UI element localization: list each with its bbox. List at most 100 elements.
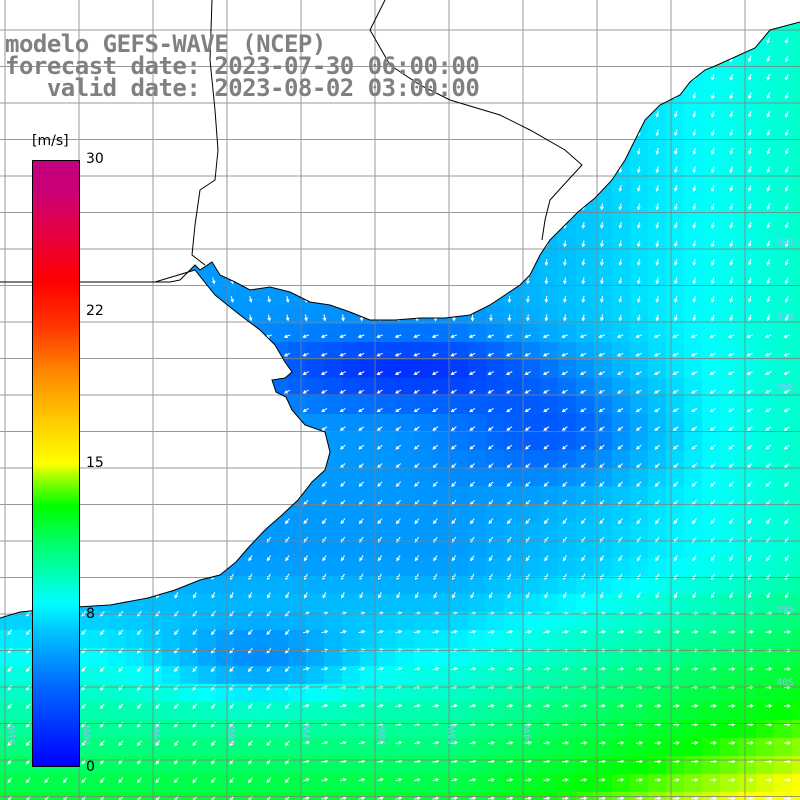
wave-cell [360,774,379,793]
wave-cell [720,216,739,235]
wave-cell [396,324,415,343]
wave-arrow [136,629,142,636]
wave-arrow [618,166,623,174]
wave-arrow [673,481,679,487]
wave-arrow [748,148,752,155]
wave-arrow [598,667,607,671]
wave-cell [720,450,739,469]
wave-cell [360,630,379,649]
wave-arrow [580,704,588,708]
wave-cell [612,378,631,397]
wave-cell [342,738,361,757]
coastline-north [0,21,800,321]
wave-cell [612,342,631,361]
wave-arrow [118,740,124,747]
wave-cell [342,720,361,739]
wave-arrow [542,334,550,338]
wave-cell [576,486,595,505]
wave-arrow [691,407,698,413]
wave-cell [540,558,559,577]
wave-arrow [357,371,365,375]
wave-cell [738,522,757,541]
wave-arrow [468,334,476,338]
wave-cell [468,450,487,469]
wave-cell [324,414,343,433]
wave-arrow [339,352,346,357]
wave-arrow [765,426,772,431]
wave-cell [792,144,800,163]
wave-arrow [691,481,697,487]
wave-cell [288,702,307,721]
wave-arrow [542,352,550,357]
wave-arrow [766,37,771,44]
wave-arrow [561,796,570,800]
wave-cell [702,288,721,307]
wave-arrow [44,777,50,784]
wave-arrow [598,704,607,708]
wave-arrow [229,740,235,747]
wave-arrow [654,778,662,782]
wave-arrow [691,667,699,671]
wave-arrow [174,592,179,599]
wave-arrow [711,295,715,303]
wave-cell [486,666,505,685]
wave-arrow [62,777,68,784]
wave-arrow [672,667,681,671]
wave-arrow [340,481,346,487]
wave-cell [792,414,800,433]
wave-arrow [266,740,272,747]
wave-cell [630,594,649,613]
wave-cell [486,612,505,631]
wave-cell [720,342,739,361]
wave-cell [666,378,685,397]
wave-arrow [672,389,679,394]
wave-arrow [692,92,697,100]
wave-arrow [748,92,752,100]
wave-cell [558,288,577,307]
wave-arrow [747,518,753,525]
wave-arrow [395,407,402,413]
wave-cell [774,180,793,199]
wave-cell [216,612,235,631]
wave-cell [468,684,487,703]
wave-cell [288,666,307,685]
wave-cell [504,522,523,541]
wave-arrow [155,666,161,673]
wave-arrow [653,371,661,375]
wave-cell [270,774,289,793]
wave-cell [468,774,487,793]
wave-cell [324,612,343,631]
wave-arrow [81,740,87,747]
wave-cell [702,342,721,361]
wave-cell [72,774,91,793]
wave-arrow [267,314,271,322]
wave-cell [216,594,235,613]
wave-arrow [248,314,253,322]
wave-arrow [599,518,605,525]
wave-arrow [155,740,161,747]
wave-cell [504,720,523,739]
wave-cell [504,342,523,361]
wave-cell [432,612,451,631]
wave-arrow [746,407,753,413]
wave-arrow [691,518,697,525]
wave-cell [162,738,181,757]
wave-arrow [432,778,440,782]
wave-cell [270,576,289,595]
wave-arrow [748,592,752,599]
wave-arrow [432,704,440,708]
wave-arrow [636,518,642,525]
wave-cell [756,126,775,145]
wave-cell [720,648,739,667]
wave-arrow [413,334,420,338]
wave-cell [270,684,289,703]
wave-cell [360,666,379,685]
wave-arrow [487,389,494,394]
wave-arrow [581,295,586,304]
wave-arrow [302,352,309,357]
wave-arrow [322,555,327,562]
wave-arrow [748,55,752,63]
wave-arrow [487,334,494,338]
wave-arrow [617,741,625,745]
wave-cell [216,702,235,721]
